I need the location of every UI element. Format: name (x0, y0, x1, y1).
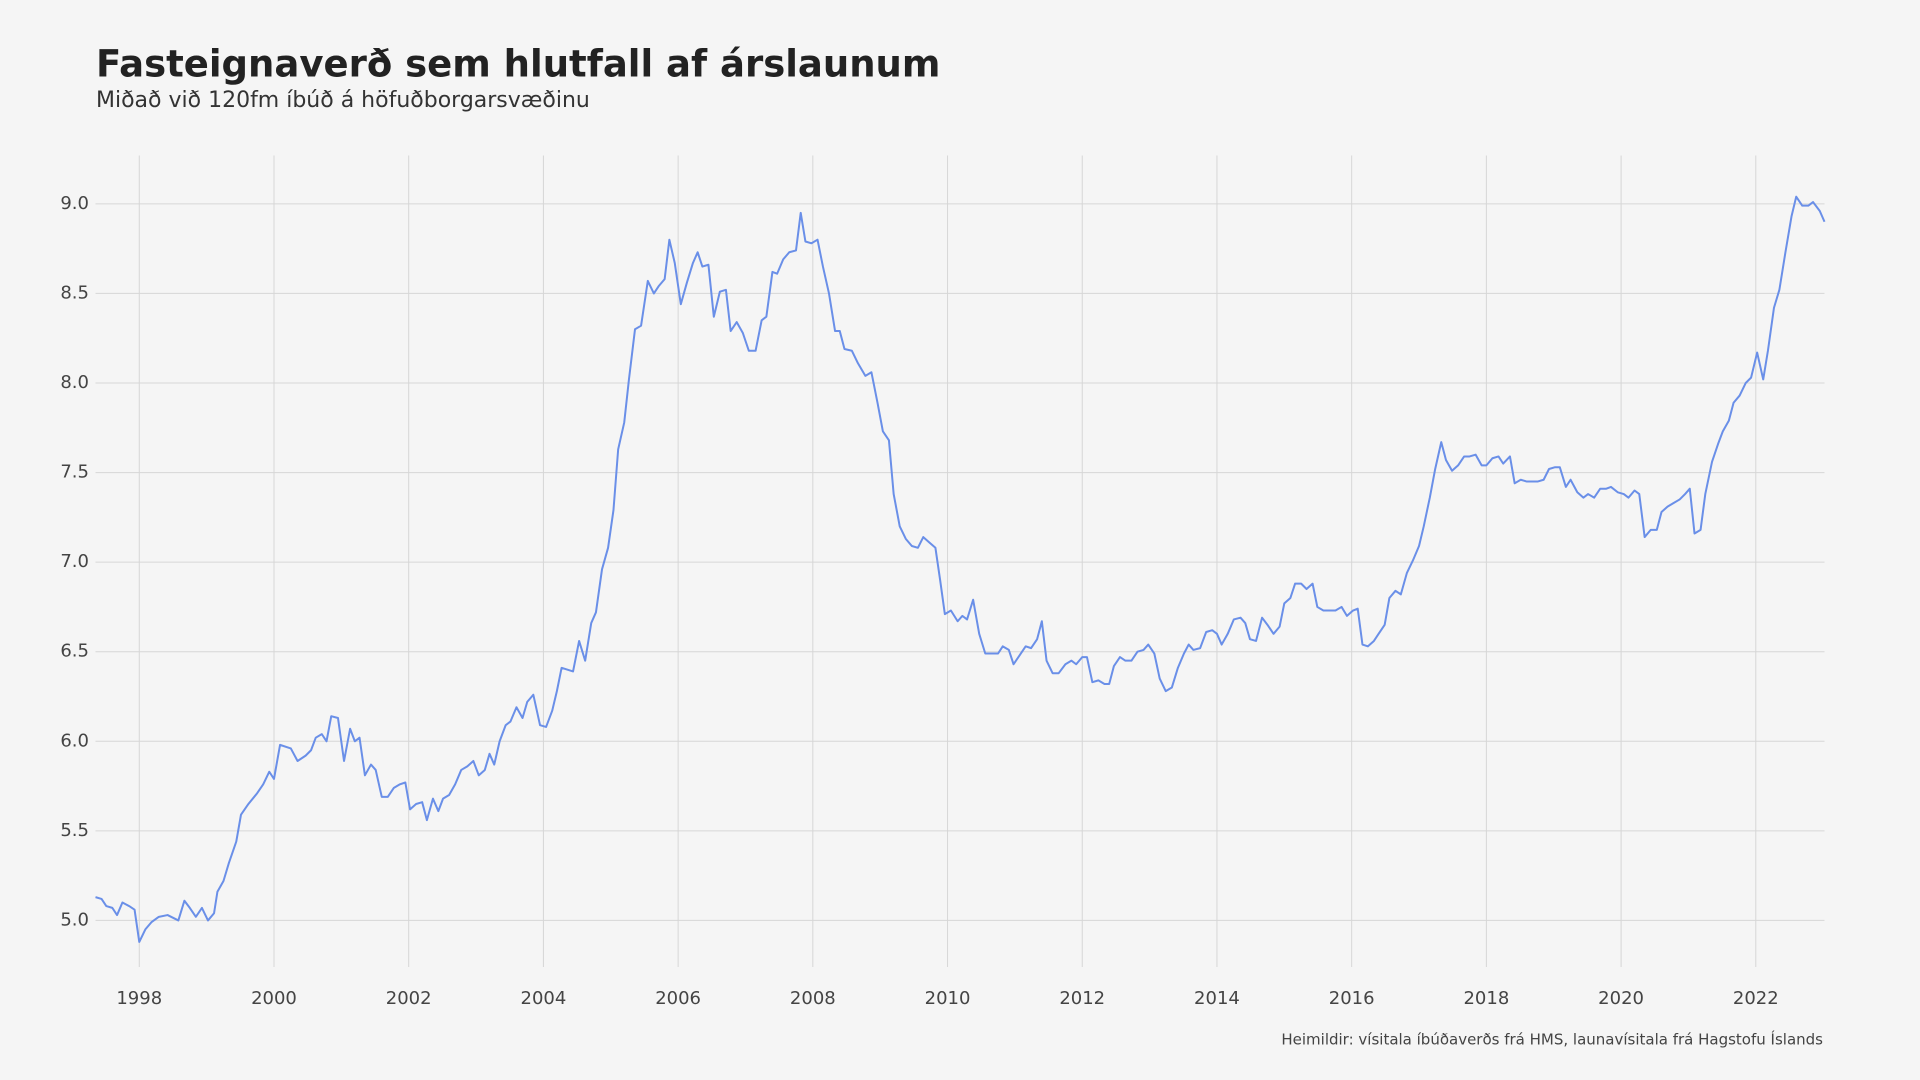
x-tick-label: 2022 (1733, 988, 1779, 1009)
y-tick-label: 6.5 (60, 641, 89, 662)
x-tick-label: 2002 (386, 988, 432, 1009)
x-tick-label: 2014 (1194, 988, 1240, 1009)
x-tick-label: 2008 (790, 988, 836, 1009)
x-tick-label: 2020 (1598, 988, 1644, 1009)
x-tick-label: 2018 (1463, 988, 1509, 1009)
x-tick-label: 2010 (925, 988, 971, 1009)
x-tick-label: 1998 (116, 988, 162, 1009)
y-tick-label: 7.5 (60, 462, 89, 483)
y-tick-label: 8.0 (60, 372, 89, 393)
y-tick-label: 6.0 (60, 730, 89, 751)
x-tick-label: 2016 (1329, 988, 1375, 1009)
x-tick-label: 2012 (1059, 988, 1105, 1009)
x-tick-label: 2006 (655, 988, 701, 1009)
x-tick-label: 2000 (251, 988, 297, 1009)
caption: Heimildir: vísitala íbúðaverðs frá HMS, … (1281, 1030, 1823, 1049)
y-tick-label: 7.0 (60, 551, 89, 572)
y-tick-label: 5.0 (60, 909, 89, 930)
x-tick-label: 2004 (521, 988, 567, 1009)
y-tick-label: 8.5 (60, 282, 89, 303)
chart-subtitle: Miðað við 120fm íbúð á höfuðborgarsvæðin… (96, 88, 590, 113)
y-tick-label: 5.5 (60, 820, 89, 841)
y-tick-label: 9.0 (60, 193, 89, 214)
data-line (95, 195, 1826, 943)
chart-title: Fasteignaverð sem hlutfall af árslaunum (96, 43, 940, 86)
